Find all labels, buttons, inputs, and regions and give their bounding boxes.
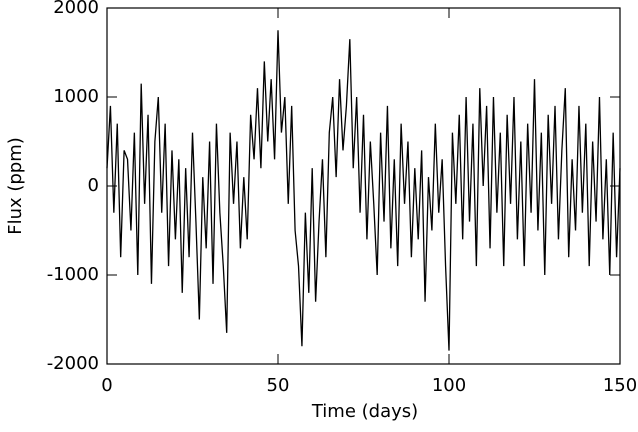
y-tick-label: 0 [88,175,99,196]
y-tick-label: 1000 [53,86,99,107]
y-axis-label: Flux (ppm) [5,137,26,235]
y-tick-label: -2000 [47,353,99,374]
x-tick-label: 50 [267,375,290,396]
x-tick-label: 0 [101,375,112,396]
x-tick-label: 150 [603,375,637,396]
flux-line [106,30,621,351]
y-tick-label: -1000 [47,264,99,285]
x-tick-label: 100 [432,375,466,396]
x-axis-label: Time (days) [311,401,418,422]
y-tick-label: 2000 [53,0,99,18]
